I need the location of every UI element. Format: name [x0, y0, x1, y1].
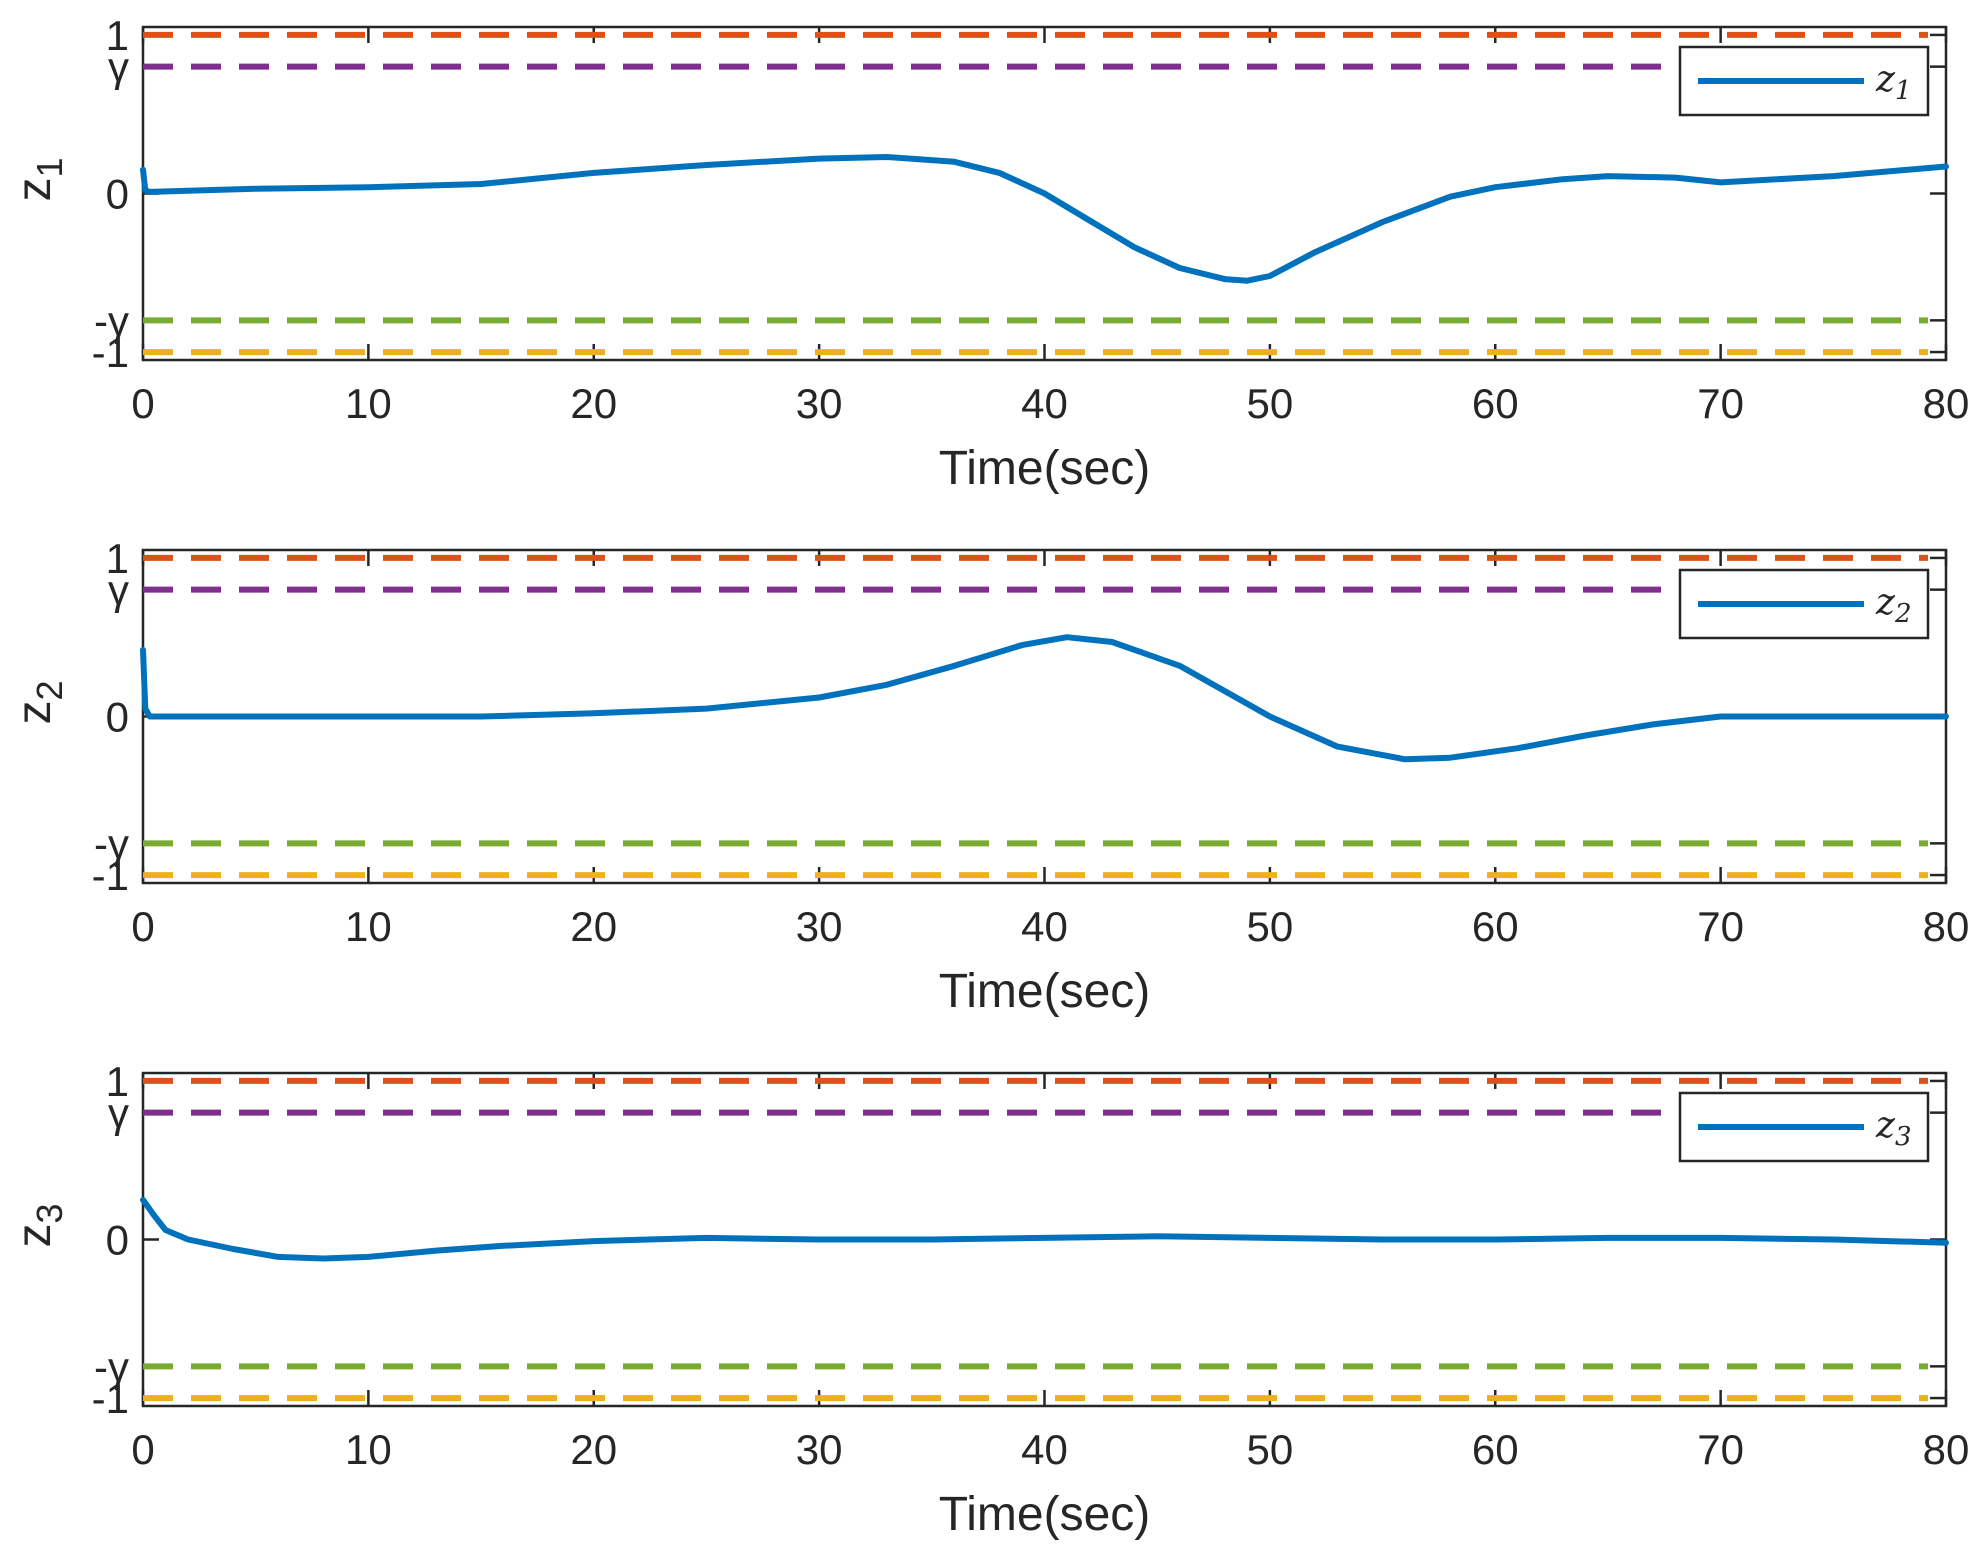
y-tick-label: γ — [108, 1090, 129, 1137]
y-tick-label: -γ — [94, 1343, 129, 1390]
y-tick-label: 1 — [106, 1058, 129, 1105]
x-tick-label: 10 — [345, 1426, 392, 1473]
series-line-z3 — [140, 1196, 1949, 1262]
x-tick-label: 10 — [345, 380, 392, 427]
x-tick-label: 0 — [131, 380, 154, 427]
x-tick-label: 40 — [1021, 380, 1068, 427]
x-axis-title: Time(sec) — [939, 442, 1151, 495]
x-tick-label: 50 — [1247, 1426, 1294, 1473]
x-axis-title: Time(sec) — [939, 965, 1151, 1018]
x-tick-label: 40 — [1021, 1426, 1068, 1473]
y-tick-label: -γ — [94, 820, 129, 867]
x-tick-label: 10 — [345, 903, 392, 950]
legend: z2 — [1678, 568, 1930, 640]
x-tick-label: 80 — [1923, 903, 1970, 950]
x-tick-label: 0 — [131, 903, 154, 950]
x-axis-title: Time(sec) — [939, 1488, 1151, 1541]
legend: z1 — [1678, 45, 1930, 117]
x-tick-label: 70 — [1697, 380, 1744, 427]
y-tick-label: γ — [108, 567, 129, 614]
x-tick-label: 70 — [1697, 903, 1744, 950]
x-tick-label: 20 — [570, 903, 617, 950]
y-tick-label: 0 — [106, 171, 129, 218]
y-tick-label: -1 — [92, 852, 129, 899]
legend: z3 — [1678, 1091, 1930, 1163]
x-tick-label: 70 — [1697, 1426, 1744, 1473]
x-tick-label: 30 — [796, 1426, 843, 1473]
x-tick-label: 80 — [1923, 1426, 1970, 1473]
x-tick-label: 0 — [131, 1426, 154, 1473]
y-tick-label: γ — [108, 44, 129, 91]
y-tick-label: 0 — [106, 1217, 129, 1264]
y-axis-title: z2 — [8, 680, 70, 724]
legend-label: z3 — [1875, 1105, 1912, 1152]
y-axis-title: z1 — [8, 157, 70, 201]
x-tick-label: 60 — [1472, 380, 1519, 427]
legend-label: z1 — [1875, 59, 1912, 106]
x-tick-label: 60 — [1472, 1426, 1519, 1473]
x-tick-label: 20 — [570, 380, 617, 427]
series-line-z2 — [140, 634, 1949, 763]
y-tick-label: -1 — [92, 329, 129, 376]
x-tick-label: 50 — [1247, 903, 1294, 950]
legend-label: z2 — [1875, 582, 1912, 629]
y-tick-label: -1 — [92, 1375, 129, 1422]
x-tick-label: 60 — [1472, 903, 1519, 950]
y-tick-label: 0 — [106, 694, 129, 741]
y-tick-label: 1 — [106, 12, 129, 59]
x-tick-label: 30 — [796, 903, 843, 950]
x-tick-label: 80 — [1923, 380, 1970, 427]
series-line-z1 — [140, 154, 1949, 284]
y-tick-label: -γ — [94, 297, 129, 344]
x-tick-label: 20 — [570, 1426, 617, 1473]
x-tick-label: 40 — [1021, 903, 1068, 950]
y-axis-title: z3 — [8, 1203, 70, 1247]
x-tick-label: 30 — [796, 380, 843, 427]
y-tick-label: 1 — [106, 535, 129, 582]
x-tick-label: 50 — [1247, 380, 1294, 427]
